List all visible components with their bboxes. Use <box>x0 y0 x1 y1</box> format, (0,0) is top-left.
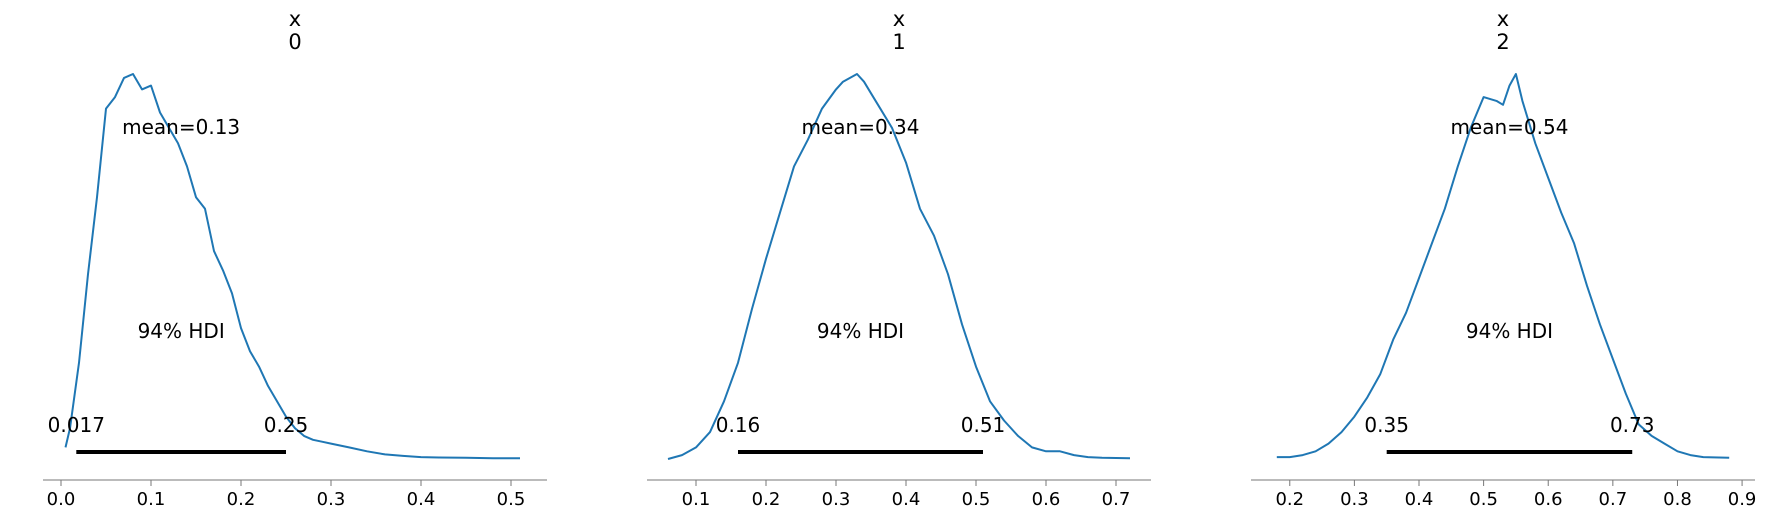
hdi-high-label: 0.51 <box>961 413 1006 437</box>
hdi-low-label: 0.16 <box>716 413 761 437</box>
x-tick-label: 0.3 <box>822 489 851 510</box>
x-tick-label: 0.5 <box>962 489 991 510</box>
x-tick-label: 0.5 <box>1469 489 1498 510</box>
x-tick-label: 0.4 <box>1405 489 1434 510</box>
mean-label: mean=0.54 <box>1450 115 1568 139</box>
density-line <box>64 73 520 460</box>
hdi-label: 94% HDI <box>1466 319 1553 343</box>
panel-title-var: x <box>893 7 905 31</box>
x-tick-label: 0.1 <box>137 489 166 510</box>
x-tick-label: 0.2 <box>1275 489 1304 510</box>
panel-title-index: 0 <box>288 30 301 54</box>
hdi-low-label: 0.35 <box>1364 413 1409 437</box>
panel-title-index: 2 <box>1496 30 1509 54</box>
x-tick-label: 0.6 <box>1032 489 1061 510</box>
x-tick-label: 0.8 <box>1663 489 1692 510</box>
density-line <box>667 73 1131 460</box>
x-tick-label: 0.7 <box>1102 489 1131 510</box>
hdi-low-label: 0.017 <box>48 413 105 437</box>
mean-label: mean=0.34 <box>801 115 919 139</box>
x-tick-label: 0.3 <box>317 489 346 510</box>
hdi-label: 94% HDI <box>138 319 225 343</box>
panel-title-index: 1 <box>892 30 905 54</box>
mean-label: mean=0.13 <box>122 115 240 139</box>
posterior-panel-1: x1 mean=0.34 94% HDI 0.16 0.51 0.1 0.2 0.3 0.4 0.… <box>647 7 1151 510</box>
x-tick-label: 0.4 <box>892 489 921 510</box>
x-tick-label: 0.6 <box>1534 489 1563 510</box>
panel-title-var: x <box>1497 7 1509 31</box>
hdi-label: 94% HDI <box>817 319 904 343</box>
x-tick-label: 0.4 <box>407 489 436 510</box>
x-tick-label: 0.9 <box>1728 489 1757 510</box>
x-tick-label: 0.1 <box>682 489 711 510</box>
posterior-panel-2: x2 mean=0.54 94% HDI 0.35 0.73 0.2 0.3 0.4 0.5 0.… <box>1251 7 1756 510</box>
hdi-high-label: 0.73 <box>1610 413 1655 437</box>
posterior-panel-0: x0 mean=0.13 94% HDI 0.017 0.25 0.0 0.1 0.2 0.3 0… <box>43 7 547 510</box>
x-tick-label: 0.3 <box>1340 489 1369 510</box>
x-tick-label: 0.2 <box>752 489 781 510</box>
x-tick-label: 0.0 <box>47 489 76 510</box>
hdi-high-label: 0.25 <box>264 413 309 437</box>
x-tick-label: 0.5 <box>497 489 526 510</box>
x-tick-label: 0.2 <box>227 489 256 510</box>
density-line <box>1276 73 1730 459</box>
x-tick-label: 0.7 <box>1599 489 1628 510</box>
panel-title-var: x <box>289 7 301 31</box>
